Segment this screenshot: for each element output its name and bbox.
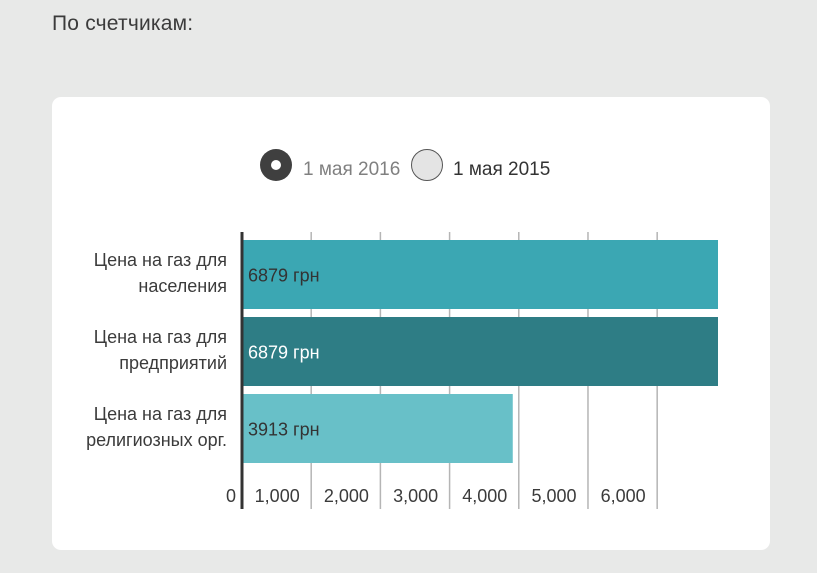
- legend-label-2015[interactable]: 1 мая 2015: [453, 159, 551, 180]
- chart-card: 1 мая 2016 1 мая 2015 6879 грн Цена на га…: [52, 97, 770, 550]
- x-tick-label: 0: [226, 486, 236, 506]
- category-label: религиозных орг.: [86, 430, 227, 450]
- bar: [242, 317, 718, 386]
- x-tick-label: 2,000: [324, 486, 369, 506]
- bar: [242, 394, 513, 463]
- bar-chart: 6879 грн Цена на газ для населения 6879 грн…: [86, 232, 718, 509]
- category-label: Цена на газ для: [94, 327, 227, 347]
- x-tick-label: 4,000: [462, 486, 507, 506]
- radio-period-2015[interactable]: [411, 149, 443, 181]
- x-tick-label: 5,000: [531, 486, 576, 506]
- bar: [242, 240, 718, 309]
- radio-period-2016[interactable]: [260, 149, 292, 181]
- category-label: Цена на газ для: [94, 250, 227, 270]
- bar-value-label: 3913 грн: [248, 420, 320, 440]
- category-label: Цена на газ для: [94, 404, 227, 424]
- category-label: предприятий: [119, 353, 227, 373]
- legend-label-2016[interactable]: 1 мая 2016: [303, 159, 401, 180]
- bar-value-label: 6879 грн: [248, 266, 320, 286]
- bar-value-label: 6879 грн: [248, 343, 320, 363]
- x-tick-label: 3,000: [393, 486, 438, 506]
- category-label: населения: [138, 276, 227, 296]
- x-tick-label: 6,000: [601, 486, 646, 506]
- section-title: По счетчикам:: [52, 12, 194, 35]
- x-tick-label: 1,000: [255, 486, 300, 506]
